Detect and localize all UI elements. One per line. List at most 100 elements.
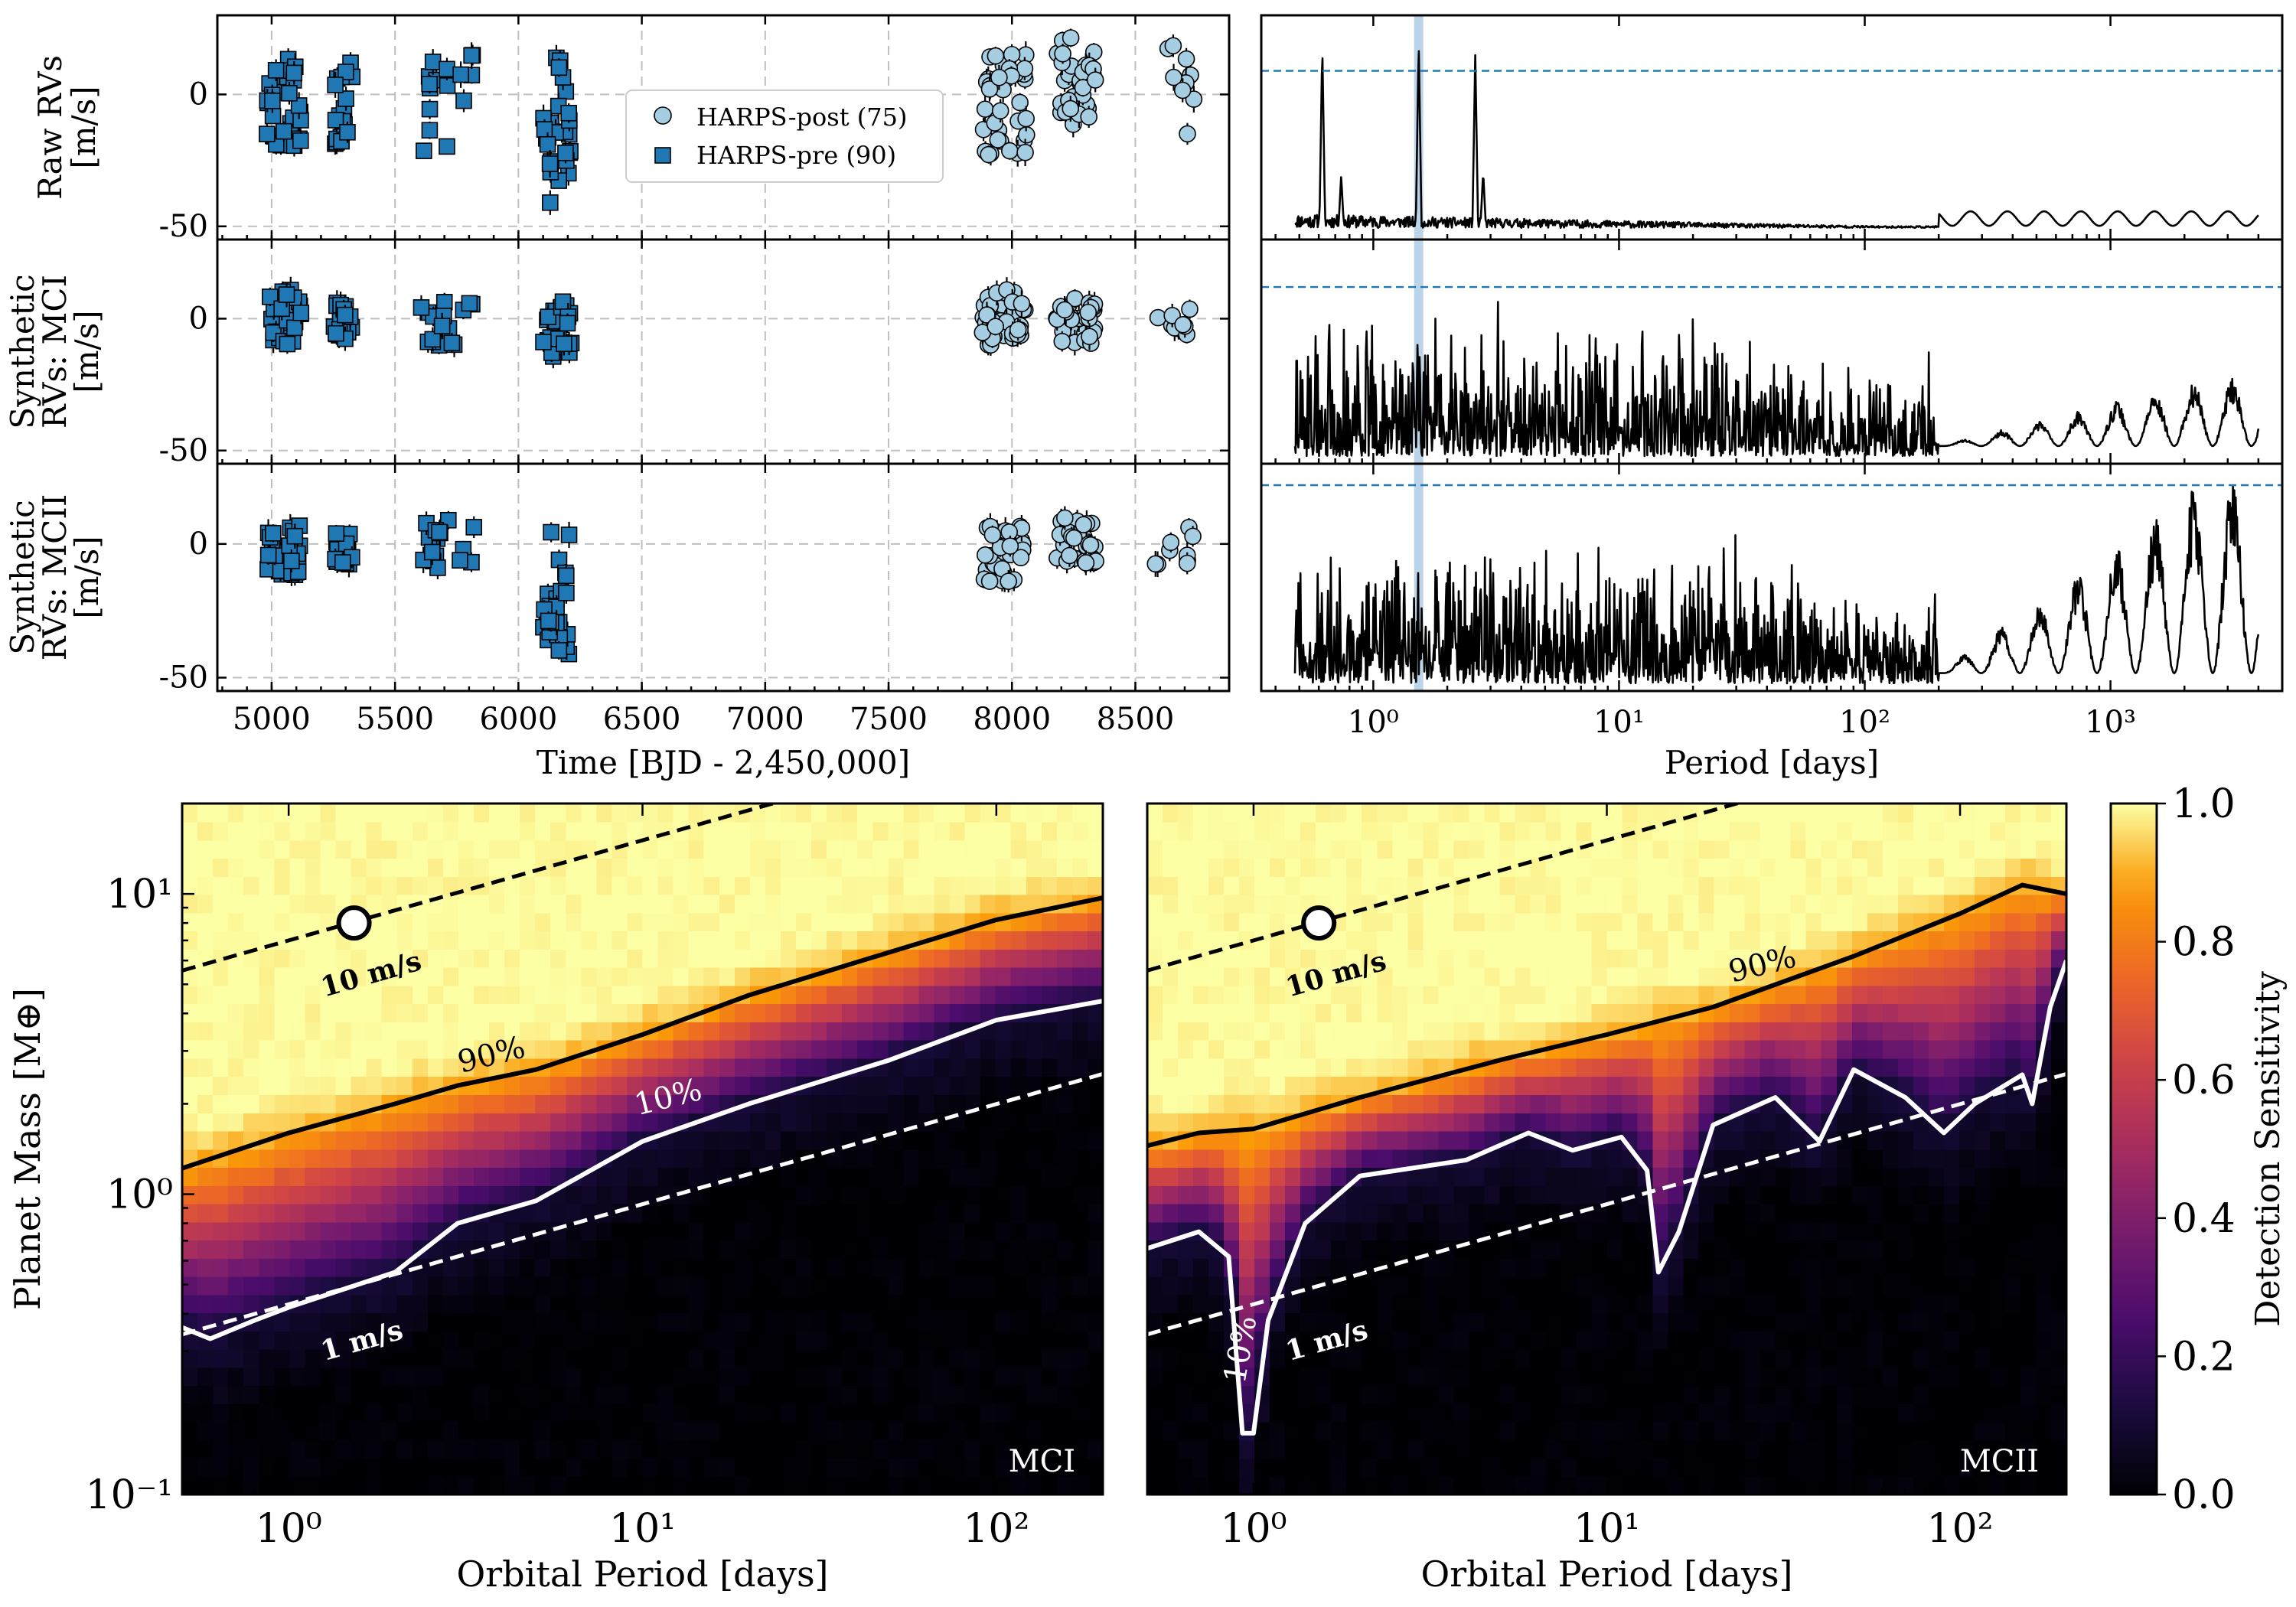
- heatmap-cell: [1193, 1149, 1209, 1169]
- heatmap-cell: [1576, 1058, 1593, 1077]
- heatmap-cell: [1010, 1439, 1027, 1459]
- heatmap-cell: [749, 1476, 766, 1495]
- heatmap-cell: [765, 1185, 781, 1204]
- heatmap-cell: [642, 1076, 659, 1096]
- heatmap-cell: [1530, 1003, 1547, 1022]
- heatmap-cell: [1270, 912, 1286, 932]
- heatmap-cell: [627, 876, 644, 895]
- heatmap-cell: [1545, 1421, 1562, 1441]
- heatmap-cell: [995, 1476, 1012, 1495]
- heatmap-cell: [888, 1294, 905, 1314]
- heatmap-cell: [719, 1403, 735, 1423]
- heatmap-cell: [1041, 1112, 1058, 1132]
- heatmap-cell: [504, 1094, 520, 1113]
- heatmap-cell: [749, 1294, 766, 1314]
- heatmap-cell: [1561, 821, 1577, 841]
- heatmap-cell: [259, 1022, 276, 1041]
- heatmap-cell: [520, 839, 536, 859]
- heatmap-cell: [857, 858, 874, 877]
- heatmap-cell: [1071, 949, 1088, 968]
- heatmap-cell: [1224, 1421, 1240, 1441]
- heatmap-cell: [489, 1058, 505, 1077]
- heatmap-cell: [427, 1203, 444, 1223]
- heatmap-cell: [903, 1003, 920, 1022]
- heatmap-cell: [749, 858, 766, 877]
- heatmap-cell: [1254, 1203, 1270, 1223]
- heatmap-cell: [396, 985, 413, 1005]
- heatmap-cell: [1392, 966, 1409, 986]
- data-point-harps-post: [1178, 554, 1196, 572]
- heatmap-cell: [243, 1476, 260, 1495]
- heatmap-cell: [228, 1022, 244, 1041]
- heatmap-cell: [1178, 1258, 1194, 1277]
- heatmap-cell: [550, 1022, 567, 1041]
- heatmap-cell: [627, 931, 644, 950]
- heatmap-cell: [719, 966, 735, 986]
- heatmap-cell: [1637, 1476, 1654, 1495]
- heatmap-cell: [719, 931, 735, 950]
- heatmap-cell: [305, 1385, 321, 1404]
- heatmap-cell: [1515, 985, 1531, 1005]
- heatmap-cell: [703, 1294, 720, 1314]
- heatmap-cell: [1193, 821, 1209, 841]
- heatmap-cell: [872, 1294, 889, 1314]
- heatmap-cell: [289, 1348, 306, 1368]
- heatmap-cell: [995, 1221, 1012, 1241]
- heatmap-cell: [1530, 1167, 1547, 1186]
- heatmap-cell: [1010, 1294, 1027, 1314]
- heatmap-cell: [1637, 1276, 1654, 1296]
- heatmap-cell: [1300, 1185, 1316, 1204]
- heatmap-cell: [566, 985, 582, 1005]
- heatmap-cell: [473, 1022, 490, 1041]
- heatmap-cell: [396, 1203, 413, 1223]
- heatmap-cell: [796, 858, 812, 877]
- heatmap-cell: [1254, 1003, 1270, 1022]
- heatmap-cell: [213, 1458, 229, 1478]
- heatmap-cell: [1178, 1022, 1194, 1041]
- heatmap-cell: [442, 1367, 459, 1387]
- heatmap-cell: [442, 1312, 459, 1332]
- heatmap-cell: [765, 804, 781, 823]
- heatmap-cell: [612, 1240, 628, 1259]
- heatmap-cell: [811, 1112, 827, 1132]
- heatmap-cell: [596, 1276, 613, 1296]
- heatmap-cell: [305, 894, 321, 914]
- heatmap-cell: [780, 1112, 797, 1132]
- heatmap-cell: [1178, 1149, 1194, 1169]
- heatmap-cell: [1499, 839, 1516, 859]
- heatmap-cell: [1331, 894, 1348, 914]
- heatmap-cell: [1316, 1439, 1332, 1459]
- heatmap-cell: [1469, 949, 1486, 968]
- heatmap-cell: [259, 821, 276, 841]
- heatmap-cell: [949, 858, 966, 877]
- heatmap-cell: [1285, 894, 1301, 914]
- heatmap-cell: [719, 1185, 735, 1204]
- heatmap-cell: [934, 1331, 951, 1350]
- heatmap-cell: [811, 1312, 827, 1332]
- heatmap-cell: [1193, 1076, 1209, 1096]
- heatmap-cell: [980, 1312, 996, 1332]
- heatmap-cell: [857, 912, 874, 932]
- heatmap-cell: [381, 966, 398, 986]
- heatmap-cell: [642, 1149, 659, 1169]
- heatmap-cell: [396, 1167, 413, 1186]
- heatmap-cell: [1362, 985, 1378, 1005]
- heatmap-cell: [335, 1058, 352, 1077]
- y-axis-label: Planet Mass [M⊕]: [7, 988, 48, 1310]
- heatmap-cell: [566, 1367, 582, 1387]
- heatmap-cell: [197, 821, 214, 841]
- heatmap-cell: [305, 804, 321, 823]
- heatmap-cell: [259, 1367, 276, 1387]
- heatmap-cell: [934, 949, 951, 968]
- heatmap-cell: [182, 1022, 198, 1041]
- heatmap-cell: [1407, 1331, 1424, 1350]
- heatmap-cell: [688, 1439, 705, 1459]
- heatmap-cell: [642, 1112, 659, 1132]
- heatmap-cell: [182, 839, 198, 859]
- heatmap-cell: [213, 1312, 229, 1332]
- heatmap-cell: [1453, 1294, 1470, 1314]
- heatmap-cell: [182, 1403, 198, 1423]
- heatmap-cell: [1346, 1221, 1363, 1241]
- heatmap-cell: [1208, 1185, 1225, 1204]
